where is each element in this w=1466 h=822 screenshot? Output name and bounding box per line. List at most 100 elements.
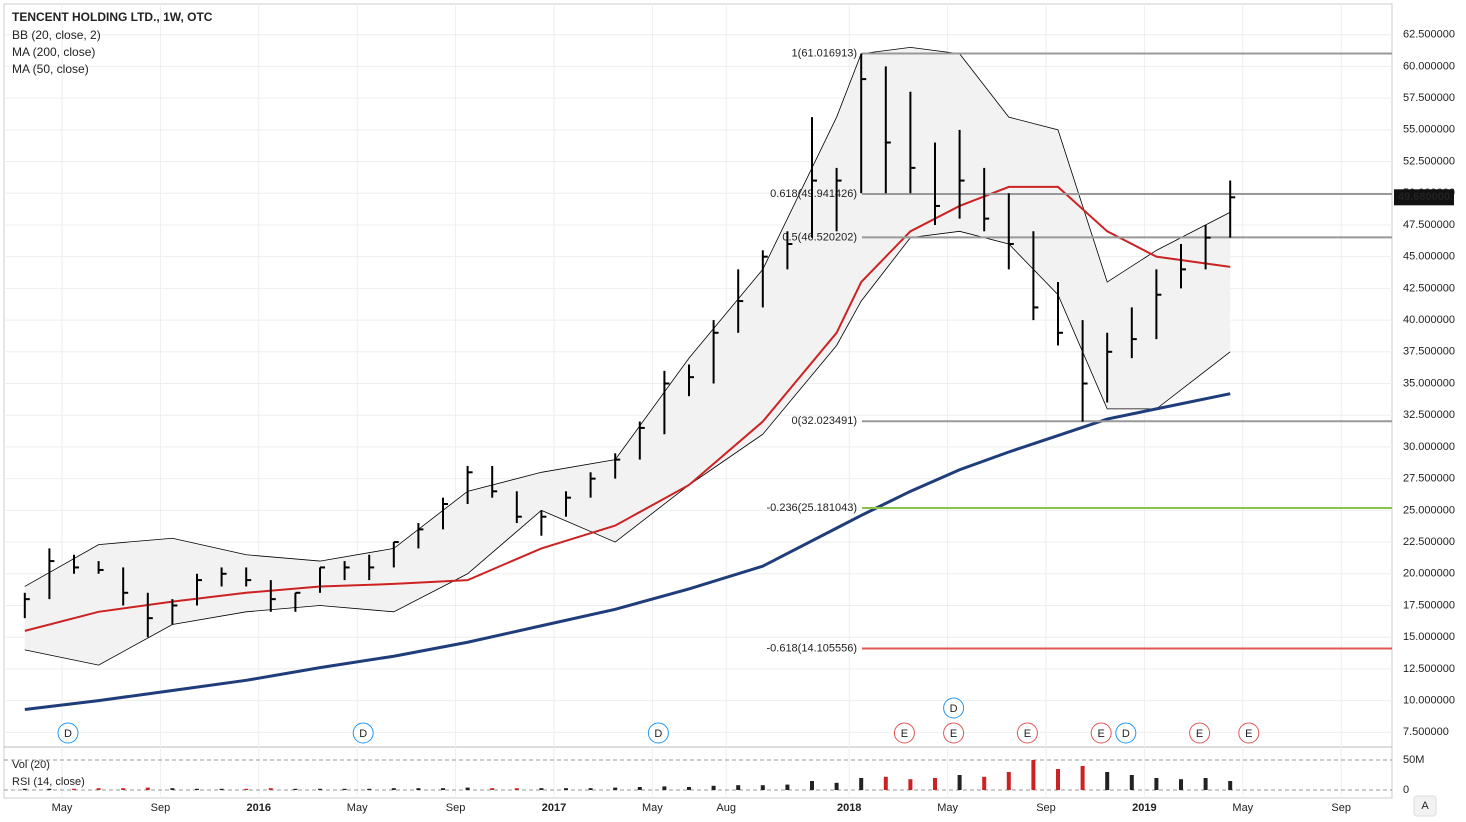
y-tick-label: 7.500000 xyxy=(1403,726,1449,738)
volume-bar xyxy=(1203,778,1208,790)
legend-entry: MA (50, close) xyxy=(12,62,89,76)
y-tick-label: 45.000000 xyxy=(1403,251,1455,263)
volume-bar xyxy=(170,788,175,790)
y-tick-label: 52.500000 xyxy=(1403,155,1455,167)
y-tick-label: 27.500000 xyxy=(1403,473,1455,485)
volume-bar xyxy=(711,785,716,790)
volume-bar xyxy=(1154,778,1159,790)
x-tick-label: Sep xyxy=(446,802,466,814)
x-tick-label: 2019 xyxy=(1132,802,1156,814)
plot-frame xyxy=(3,3,1393,799)
event-label: D xyxy=(64,728,72,740)
volume-bar xyxy=(1006,772,1011,790)
event-label: E xyxy=(1196,728,1203,740)
y-tick-label: 25.000000 xyxy=(1403,504,1455,516)
event-marker xyxy=(943,697,965,719)
bollinger-upper xyxy=(24,46,1231,587)
x-tick-label: 2017 xyxy=(542,802,566,814)
volume-bar xyxy=(367,788,372,790)
y-tick-label: 60.000000 xyxy=(1403,60,1455,72)
volume-bar xyxy=(933,778,937,790)
event-marker xyxy=(1238,722,1260,744)
volume-bar xyxy=(465,787,470,790)
y-tick-label: 47.500000 xyxy=(1403,219,1455,231)
event-label: E xyxy=(950,728,957,740)
fib-label: 0.5(46.520202) xyxy=(782,231,857,243)
event-marker xyxy=(1016,722,1038,744)
event-marker xyxy=(893,722,915,744)
event-marker xyxy=(1189,722,1211,744)
volume-bar xyxy=(416,788,421,790)
volume-bar xyxy=(687,787,691,790)
y-tick-label: 57.500000 xyxy=(1403,92,1455,104)
auto-scale-button[interactable] xyxy=(1413,795,1437,817)
event-marker xyxy=(352,722,374,744)
volume-bar xyxy=(268,788,273,790)
volume-bar xyxy=(588,788,593,790)
volume-bar xyxy=(564,788,568,790)
event-label: E xyxy=(901,728,908,740)
x-tick-label: May xyxy=(937,802,958,814)
event-marker xyxy=(57,722,79,744)
y-tick-label: 12.500000 xyxy=(1403,663,1455,675)
x-tick-label: May xyxy=(1232,802,1253,814)
y-tick-label: 30.000000 xyxy=(1403,441,1455,453)
chart-title: TENCENT HOLDING LTD., 1W, OTC xyxy=(12,10,213,24)
fib-label: 0(32.023491) xyxy=(792,415,857,427)
y-tick-label: 17.500000 xyxy=(1403,599,1455,611)
volume-bar xyxy=(810,781,814,790)
volume-bar xyxy=(318,788,322,790)
x-tick-label: 2018 xyxy=(837,802,861,814)
legend: TENCENT HOLDING LTD., 1W, OTC BB (20, clo… xyxy=(12,10,213,76)
event-label: E xyxy=(1245,728,1252,740)
event-label: D xyxy=(359,728,367,740)
volume-bar xyxy=(219,788,224,790)
volume-bar xyxy=(859,778,864,790)
fib-label: 0.618(49.941426) xyxy=(770,188,857,200)
y-tick-label: 22.500000 xyxy=(1403,536,1455,548)
fib-label: -0.236(25.181043) xyxy=(766,502,857,514)
x-tick-label: 2016 xyxy=(247,802,271,814)
volume-tick-label: 0 xyxy=(1403,784,1409,796)
volume-bar xyxy=(22,788,27,790)
event-label: E xyxy=(1098,728,1105,740)
fib-label: 1(61.016913) xyxy=(792,47,857,59)
volume-bar xyxy=(72,788,76,790)
volume-bar xyxy=(834,782,839,790)
last-price-box xyxy=(1394,189,1454,206)
volume-bar xyxy=(785,784,790,790)
y-tick-label: 42.500000 xyxy=(1403,282,1455,294)
volume-bar xyxy=(96,788,101,790)
x-tick-label: Aug xyxy=(716,802,736,814)
volume-bar xyxy=(391,788,396,790)
moving-average xyxy=(24,392,1231,711)
y-tick-label: 37.500000 xyxy=(1403,346,1455,358)
volume-bar xyxy=(1080,766,1085,790)
volume-bar xyxy=(121,788,126,790)
volume-bar xyxy=(195,788,199,790)
y-tick-label: 32.500000 xyxy=(1403,409,1455,421)
y-tick-label: 40.000000 xyxy=(1403,314,1455,326)
y-tick-label: 35.000000 xyxy=(1403,377,1455,389)
x-tick-label: May xyxy=(52,802,73,814)
volume-bar xyxy=(490,788,495,790)
volume-bar xyxy=(293,788,298,790)
y-tick-label: 20.000000 xyxy=(1403,568,1455,580)
y-tick-label: 62.500000 xyxy=(1403,29,1455,41)
volume-bar xyxy=(637,787,642,790)
bollinger-fill xyxy=(24,47,1231,666)
x-tick-label: Sep xyxy=(1331,802,1351,814)
event-marker xyxy=(1090,722,1112,744)
x-tick-label: May xyxy=(347,802,368,814)
rsi-title: RSI (14, close) xyxy=(12,776,85,788)
event-label: D xyxy=(1122,728,1130,740)
volume-bar xyxy=(539,788,544,790)
auto-scale-label[interactable]: A xyxy=(1421,800,1429,812)
volume-title: Vol (20) xyxy=(12,759,50,771)
volume-bar xyxy=(1228,781,1233,790)
volume-bar xyxy=(883,776,888,790)
x-tick-label: May xyxy=(642,802,663,814)
volume-tick-label: 50M xyxy=(1403,754,1424,766)
fib-label: -0.618(14.105556) xyxy=(766,642,857,654)
volume-bar xyxy=(441,788,445,790)
